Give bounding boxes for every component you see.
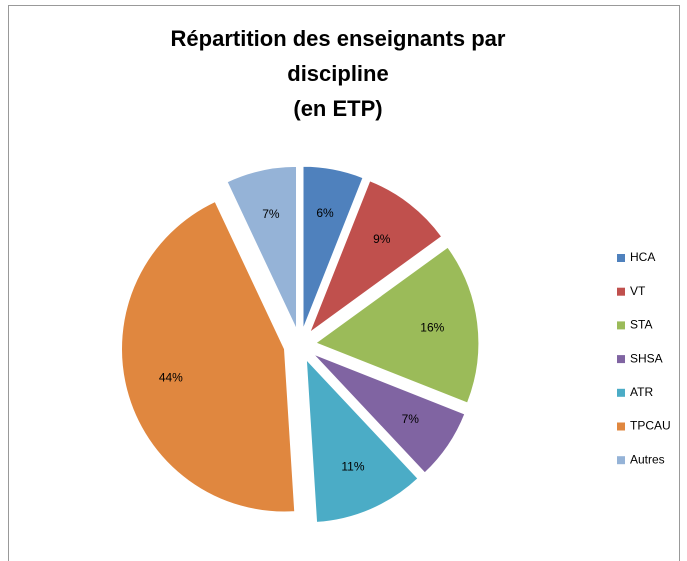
pie-slice xyxy=(312,353,466,474)
legend-swatch xyxy=(617,287,625,296)
data-label: 44% xyxy=(159,370,183,384)
legend-label: VT xyxy=(630,284,646,298)
pie-slice xyxy=(305,358,419,523)
pie-slice xyxy=(314,246,480,404)
pie-slice xyxy=(121,200,296,513)
data-label: 6% xyxy=(316,206,334,220)
chart-title: discipline xyxy=(287,61,388,86)
chart-border xyxy=(8,5,680,561)
legend-label: STA xyxy=(630,318,652,332)
legend-label: SHSA xyxy=(630,351,663,365)
legend-label: TPCAU xyxy=(630,419,671,433)
legend-swatch xyxy=(617,355,625,364)
legend-label: Autres xyxy=(630,452,665,466)
data-label: 16% xyxy=(420,320,444,334)
legend-label: HCA xyxy=(630,250,655,264)
data-label: 9% xyxy=(373,232,391,246)
chart-title: Répartition des enseignants par xyxy=(171,26,506,51)
data-label: 11% xyxy=(341,460,364,474)
legend-swatch xyxy=(617,422,625,431)
legend-swatch xyxy=(617,388,625,397)
pie-slice xyxy=(226,165,298,330)
legend-swatch xyxy=(617,254,625,262)
chart-title: (en ETP) xyxy=(293,96,382,121)
pie-slice xyxy=(302,165,364,330)
legend-swatch xyxy=(617,321,625,330)
pie-slice xyxy=(308,180,443,334)
legend-label: ATR xyxy=(630,385,653,399)
data-label: 7% xyxy=(402,412,420,426)
legend-swatch xyxy=(617,456,625,465)
data-label: 7% xyxy=(262,207,280,221)
